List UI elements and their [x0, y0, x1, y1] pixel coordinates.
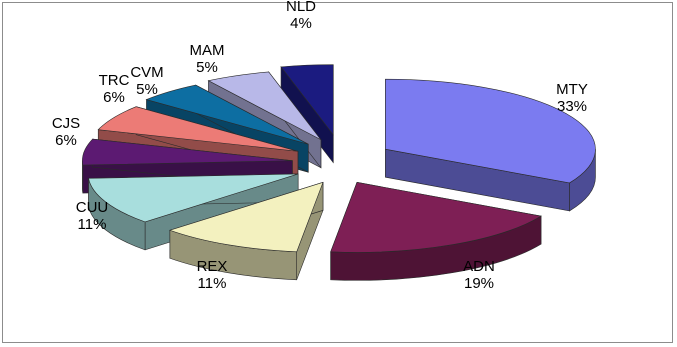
slice-percent: 6%: [103, 89, 125, 106]
slice-rex: [168, 181, 324, 281]
slice-percent: 19%: [464, 275, 494, 292]
data-label-cvm: CVM 5%: [130, 64, 163, 98]
slice-top: [207, 71, 322, 141]
slice-name: TRC: [99, 72, 130, 89]
slice-name: NLD: [286, 0, 316, 15]
slice-mty: [385, 78, 596, 212]
pie-slices: [82, 64, 596, 281]
slice-percent: 11%: [78, 216, 107, 233]
data-label-nld: NLD 4%: [286, 0, 316, 32]
data-label-mam: MAM 5%: [190, 42, 225, 76]
slice-top: [385, 78, 596, 184]
data-labels: MTY 33%ADN 19%REX 11%CUU 11%CJS 6%TRC 6%CVM 5%M…: [52, 0, 588, 292]
slice-percent: 5%: [136, 81, 158, 98]
slice-name: ADN: [463, 258, 495, 275]
slice-percent: 33%: [557, 98, 587, 115]
data-label-adn: ADN 19%: [463, 258, 495, 292]
slice-percent: 4%: [290, 15, 312, 32]
slice-name: REX: [197, 258, 228, 275]
data-label-cjs: CJS 6%: [52, 115, 80, 149]
slice-name: MAM: [190, 42, 225, 59]
data-label-rex: REX 11%: [197, 258, 228, 292]
slice-top: [330, 182, 542, 253]
slice-percent: 5%: [196, 59, 218, 76]
slice-top: [145, 84, 309, 145]
slice-percent: 11%: [198, 275, 227, 292]
slice-top: [97, 106, 299, 152]
data-label-trc: TRC 6%: [99, 72, 130, 106]
slice-name: CJS: [52, 115, 80, 132]
slice-top: [168, 181, 324, 253]
data-label-mty: MTY 33%: [556, 81, 588, 115]
data-label-cuu: CUU 11%: [76, 199, 109, 233]
slice-top: [82, 138, 293, 166]
slice-name: CVM: [130, 64, 163, 81]
slice-name: CUU: [76, 199, 109, 216]
slice-name: MTY: [556, 81, 588, 98]
slice-adn: [330, 181, 542, 281]
slice-top: [280, 64, 334, 136]
slice-top: [88, 173, 299, 223]
slice-percent: 6%: [55, 132, 77, 149]
